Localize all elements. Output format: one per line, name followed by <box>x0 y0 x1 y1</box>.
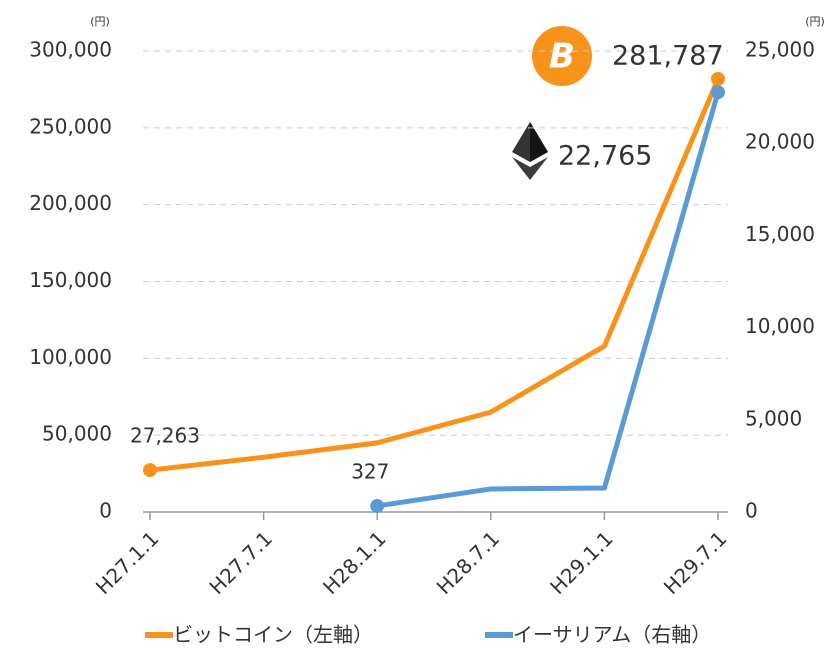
y2-tick-label: 15,000 <box>745 222 815 246</box>
ethereum-icon <box>512 122 548 180</box>
y2-unit: (円) <box>805 15 825 28</box>
bitcoin-icon: B <box>532 26 592 86</box>
point <box>370 498 385 513</box>
y-tick-label: 200,000 <box>29 191 112 215</box>
x-tick-label: H27.1.1 <box>91 526 164 599</box>
y2-tick-label: 10,000 <box>745 314 815 338</box>
data-label: 327 <box>351 459 389 483</box>
point <box>143 463 157 478</box>
x-tick-label: H27.7.1 <box>204 526 277 599</box>
line <box>376 91 721 509</box>
legend-label: イーサリアム（右軸） <box>513 623 711 647</box>
y2-tick-label: 5,000 <box>745 406 802 430</box>
y2-tick-label: 0 <box>745 499 758 523</box>
y-tick-label: 100,000 <box>29 345 112 369</box>
y-tick-label: 300,000 <box>29 38 112 62</box>
x-tick-label: H29.7.1 <box>659 526 732 599</box>
svg-text:B: B <box>549 37 575 77</box>
x-tick-label: H29.1.1 <box>545 526 618 599</box>
y-tick-label: 50,000 <box>42 422 112 446</box>
y-tick-label: 150,000 <box>29 268 112 292</box>
data-label: 22,765 <box>558 141 652 172</box>
x-tick-label: H28.7.1 <box>432 526 505 599</box>
y-tick-label: 0 <box>99 499 112 523</box>
data-label: 27,263 <box>130 424 200 448</box>
line <box>149 78 721 473</box>
y-tick-label: 250,000 <box>29 114 112 138</box>
data-label: 281,787 <box>612 41 724 72</box>
point <box>711 85 725 100</box>
legend-label: ビットコイン（左軸） <box>173 623 373 647</box>
point <box>711 71 725 86</box>
x-tick-label: H28.1.1 <box>318 526 391 599</box>
y2-tick-label: 20,000 <box>745 130 815 154</box>
y-unit: (円) <box>90 15 110 28</box>
y2-tick-label: 25,000 <box>745 38 815 62</box>
